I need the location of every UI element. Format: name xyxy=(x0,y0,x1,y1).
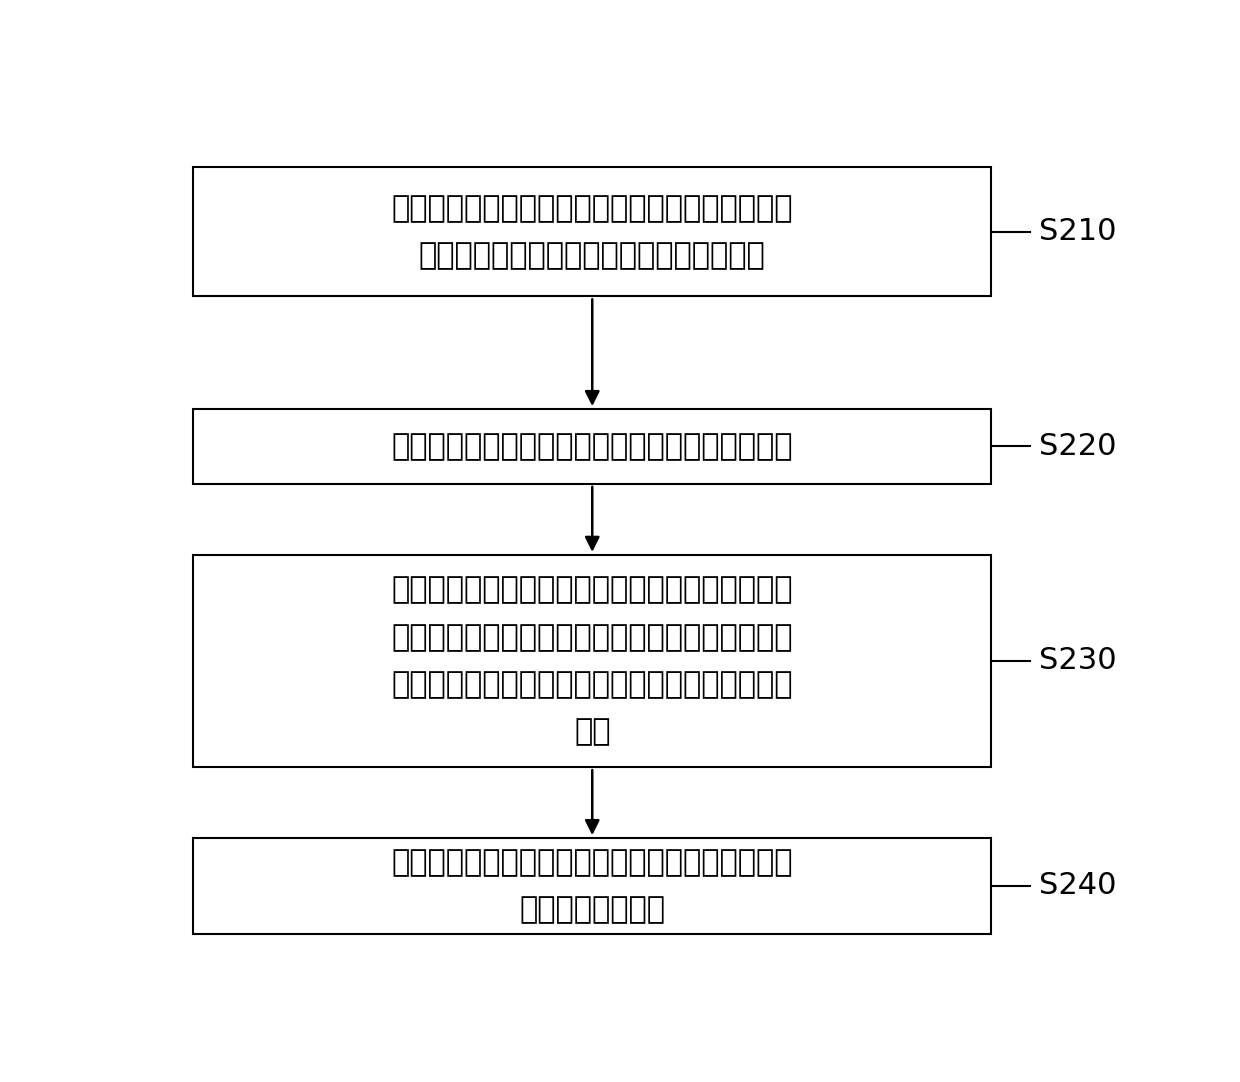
Bar xyxy=(193,168,991,296)
Bar xyxy=(193,555,991,767)
Bar xyxy=(193,837,991,934)
Text: S230: S230 xyxy=(1039,646,1117,675)
Bar xyxy=(193,409,991,484)
Text: 根据第一转速和第一胎压值对初始胎压转速关系进
行调整，得到实时胎压转速关系，所述初始胎压转
速关系标定为初始状态下胎压值和转速之间的对应
关系: 根据第一转速和第一胎压值对初始胎压转速关系进 行调整，得到实时胎压转速关系，所述… xyxy=(392,576,794,747)
Text: 读取所述压力传感器检测的第一轮胎的第一胎压值: 读取所述压力传感器检测的第一轮胎的第一胎压值 xyxy=(392,432,794,461)
Text: 利用第二转速以及所述实时胎压转速关系获取第二
轮胎的第二胎压值: 利用第二转速以及所述实时胎压转速关系获取第二 轮胎的第二胎压值 xyxy=(392,847,794,924)
Text: S240: S240 xyxy=(1039,871,1116,900)
Text: S220: S220 xyxy=(1039,432,1116,461)
Text: S210: S210 xyxy=(1039,217,1116,247)
Text: 获取车辆中安装压力传感器的第一轮胎的第一转速
和未安装压力传感器的第二轮胎的第二转速: 获取车辆中安装压力传感器的第一轮胎的第一转速 和未安装压力传感器的第二轮胎的第二… xyxy=(392,194,794,270)
